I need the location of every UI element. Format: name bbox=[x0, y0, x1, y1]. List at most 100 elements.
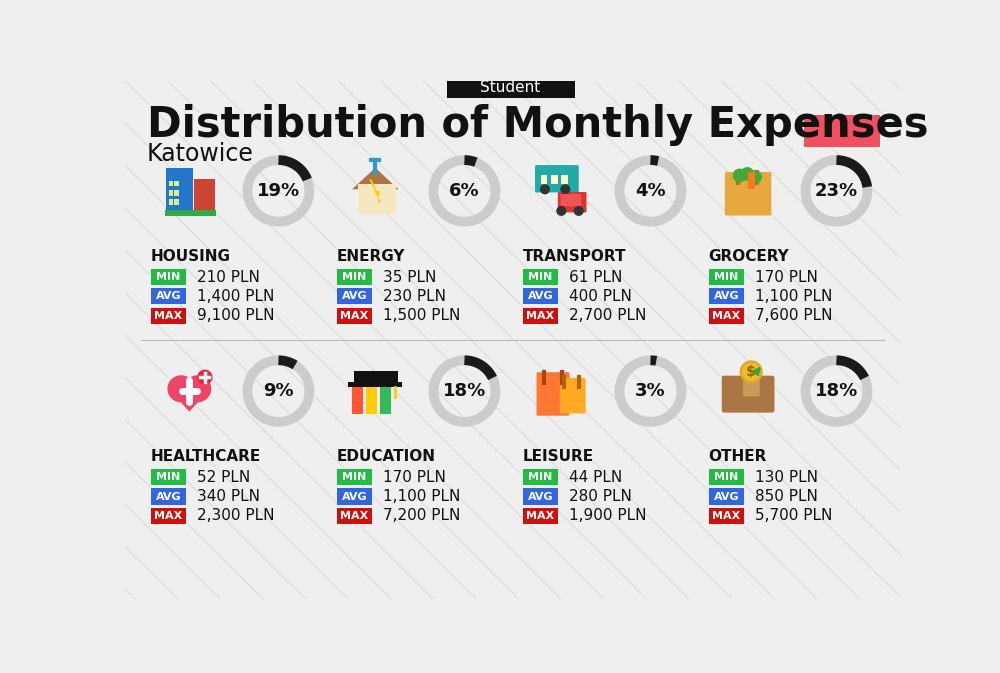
Text: 6%: 6% bbox=[449, 182, 480, 200]
Text: $: $ bbox=[746, 365, 756, 379]
FancyBboxPatch shape bbox=[358, 184, 396, 214]
Text: 35 PLN: 35 PLN bbox=[383, 270, 436, 285]
FancyBboxPatch shape bbox=[151, 288, 186, 304]
Circle shape bbox=[561, 185, 570, 194]
FancyBboxPatch shape bbox=[352, 384, 363, 414]
Text: AVG: AVG bbox=[714, 491, 739, 501]
FancyBboxPatch shape bbox=[537, 372, 569, 416]
Text: MAX: MAX bbox=[712, 511, 741, 521]
Text: EDUCATION: EDUCATION bbox=[337, 449, 436, 464]
Text: 280 PLN: 280 PLN bbox=[569, 489, 632, 504]
Text: AVG: AVG bbox=[342, 291, 367, 302]
FancyBboxPatch shape bbox=[337, 308, 372, 324]
Circle shape bbox=[743, 363, 760, 380]
FancyBboxPatch shape bbox=[523, 269, 558, 285]
Text: 1,100 PLN: 1,100 PLN bbox=[383, 489, 460, 504]
FancyBboxPatch shape bbox=[447, 77, 574, 98]
FancyBboxPatch shape bbox=[523, 489, 558, 505]
FancyBboxPatch shape bbox=[151, 269, 186, 285]
Text: OTHER: OTHER bbox=[709, 449, 767, 464]
Text: 5,700 PLN: 5,700 PLN bbox=[755, 508, 832, 524]
Text: 230 PLN: 230 PLN bbox=[383, 289, 446, 304]
FancyBboxPatch shape bbox=[523, 288, 558, 304]
Text: MAX: MAX bbox=[154, 311, 183, 320]
FancyBboxPatch shape bbox=[169, 181, 173, 186]
Text: AVG: AVG bbox=[156, 491, 181, 501]
Text: MAX: MAX bbox=[340, 511, 369, 521]
Text: Distribution of Monthly Expenses: Distribution of Monthly Expenses bbox=[147, 104, 928, 147]
Text: 1,400 PLN: 1,400 PLN bbox=[197, 289, 274, 304]
Text: 210 PLN: 210 PLN bbox=[197, 270, 260, 285]
Text: MIN: MIN bbox=[528, 472, 553, 483]
FancyBboxPatch shape bbox=[194, 179, 215, 214]
FancyBboxPatch shape bbox=[151, 507, 186, 524]
Text: MAX: MAX bbox=[154, 511, 183, 521]
Text: HEALTHCARE: HEALTHCARE bbox=[151, 449, 261, 464]
FancyBboxPatch shape bbox=[151, 469, 186, 485]
FancyBboxPatch shape bbox=[725, 172, 771, 215]
Text: 2,700 PLN: 2,700 PLN bbox=[569, 308, 646, 323]
FancyBboxPatch shape bbox=[366, 384, 377, 414]
Text: MAX: MAX bbox=[526, 311, 555, 320]
Text: MIN: MIN bbox=[156, 272, 181, 282]
Text: AVG: AVG bbox=[528, 291, 553, 302]
Text: MIN: MIN bbox=[342, 472, 367, 483]
Circle shape bbox=[168, 376, 194, 402]
FancyBboxPatch shape bbox=[523, 469, 558, 485]
Text: MAX: MAX bbox=[526, 511, 555, 521]
Text: 9%: 9% bbox=[263, 382, 294, 400]
FancyBboxPatch shape bbox=[561, 175, 568, 184]
FancyBboxPatch shape bbox=[743, 377, 760, 396]
Text: AVG: AVG bbox=[714, 291, 739, 302]
FancyBboxPatch shape bbox=[709, 507, 744, 524]
FancyBboxPatch shape bbox=[551, 175, 558, 184]
FancyBboxPatch shape bbox=[174, 199, 179, 205]
Text: 4%: 4% bbox=[635, 182, 666, 200]
Circle shape bbox=[741, 168, 754, 180]
FancyBboxPatch shape bbox=[337, 288, 372, 304]
FancyBboxPatch shape bbox=[709, 288, 744, 304]
FancyBboxPatch shape bbox=[558, 192, 587, 213]
Text: MIN: MIN bbox=[342, 272, 367, 282]
FancyBboxPatch shape bbox=[354, 371, 398, 387]
Text: 400 PLN: 400 PLN bbox=[569, 289, 632, 304]
Circle shape bbox=[541, 185, 549, 194]
Text: 52 PLN: 52 PLN bbox=[197, 470, 250, 485]
Text: 18%: 18% bbox=[815, 382, 858, 400]
FancyBboxPatch shape bbox=[169, 190, 173, 196]
FancyBboxPatch shape bbox=[337, 269, 372, 285]
Text: Student: Student bbox=[480, 80, 541, 95]
FancyBboxPatch shape bbox=[709, 269, 744, 285]
FancyBboxPatch shape bbox=[541, 175, 547, 184]
Text: 23%: 23% bbox=[815, 182, 858, 200]
Text: 170 PLN: 170 PLN bbox=[383, 470, 446, 485]
Text: 44 PLN: 44 PLN bbox=[569, 470, 622, 485]
Circle shape bbox=[185, 376, 211, 402]
Text: TRANSPORT: TRANSPORT bbox=[523, 249, 626, 264]
Polygon shape bbox=[369, 179, 382, 203]
Polygon shape bbox=[352, 168, 399, 189]
FancyBboxPatch shape bbox=[804, 114, 880, 147]
FancyBboxPatch shape bbox=[709, 489, 744, 505]
FancyBboxPatch shape bbox=[722, 376, 774, 413]
FancyBboxPatch shape bbox=[561, 194, 581, 206]
Text: MAX: MAX bbox=[340, 311, 369, 320]
FancyBboxPatch shape bbox=[166, 168, 193, 214]
Text: 850 PLN: 850 PLN bbox=[755, 489, 818, 504]
Text: LEISURE: LEISURE bbox=[523, 449, 594, 464]
Circle shape bbox=[574, 207, 583, 215]
Circle shape bbox=[198, 370, 212, 384]
FancyBboxPatch shape bbox=[523, 507, 558, 524]
FancyBboxPatch shape bbox=[523, 308, 558, 324]
Text: AVG: AVG bbox=[528, 491, 553, 501]
Text: 2,300 PLN: 2,300 PLN bbox=[197, 508, 275, 524]
Text: MAX: MAX bbox=[712, 311, 741, 320]
FancyBboxPatch shape bbox=[174, 181, 179, 186]
Text: MIN: MIN bbox=[714, 272, 739, 282]
Polygon shape bbox=[169, 389, 210, 412]
FancyBboxPatch shape bbox=[165, 210, 216, 216]
Circle shape bbox=[740, 361, 762, 382]
Text: ENERGY: ENERGY bbox=[337, 249, 405, 264]
Circle shape bbox=[733, 170, 746, 182]
Text: GROCERY: GROCERY bbox=[709, 249, 789, 264]
